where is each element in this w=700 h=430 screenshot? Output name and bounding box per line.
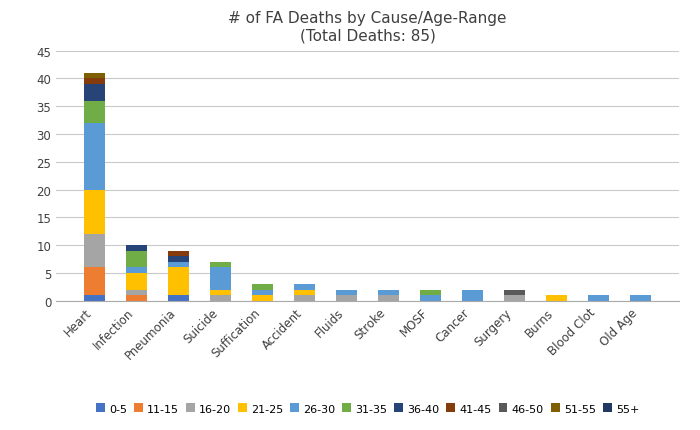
Legend: 0-5, 11-15, 16-20, 21-25, 26-30, 31-35, 36-40, 41-45, 46-50, 51-55, 55+: 0-5, 11-15, 16-20, 21-25, 26-30, 31-35, … — [93, 401, 642, 416]
Bar — [126, 295, 147, 301]
Bar — [168, 268, 189, 295]
Bar — [420, 290, 441, 295]
Bar — [210, 262, 231, 268]
Bar — [84, 85, 105, 101]
Bar — [126, 290, 147, 295]
Bar — [84, 124, 105, 190]
Bar — [84, 268, 105, 295]
Bar — [168, 262, 189, 268]
Bar — [126, 251, 147, 268]
Bar — [504, 295, 525, 301]
Bar — [84, 74, 105, 79]
Bar — [252, 290, 273, 295]
Bar — [546, 295, 567, 301]
Bar — [210, 295, 231, 301]
Bar — [84, 190, 105, 234]
Bar — [84, 79, 105, 85]
Bar — [84, 101, 105, 124]
Bar — [504, 290, 525, 295]
Bar — [126, 268, 147, 273]
Bar — [336, 290, 357, 295]
Bar — [462, 290, 483, 301]
Bar — [378, 295, 399, 301]
Bar — [252, 284, 273, 290]
Bar — [630, 295, 651, 301]
Bar — [588, 295, 609, 301]
Bar — [294, 284, 315, 290]
Bar — [420, 295, 441, 301]
Bar — [252, 295, 273, 301]
Bar — [84, 234, 105, 268]
Bar — [168, 257, 189, 262]
Bar — [126, 273, 147, 290]
Bar — [336, 295, 357, 301]
Bar — [84, 295, 105, 301]
Bar — [294, 290, 315, 295]
Bar — [168, 295, 189, 301]
Bar — [210, 268, 231, 290]
Bar — [210, 290, 231, 295]
Bar — [126, 246, 147, 251]
Title: # of FA Deaths by Cause/Age-Range
(Total Deaths: 85): # of FA Deaths by Cause/Age-Range (Total… — [228, 11, 507, 43]
Bar — [168, 251, 189, 257]
Bar — [294, 295, 315, 301]
Bar — [378, 290, 399, 295]
